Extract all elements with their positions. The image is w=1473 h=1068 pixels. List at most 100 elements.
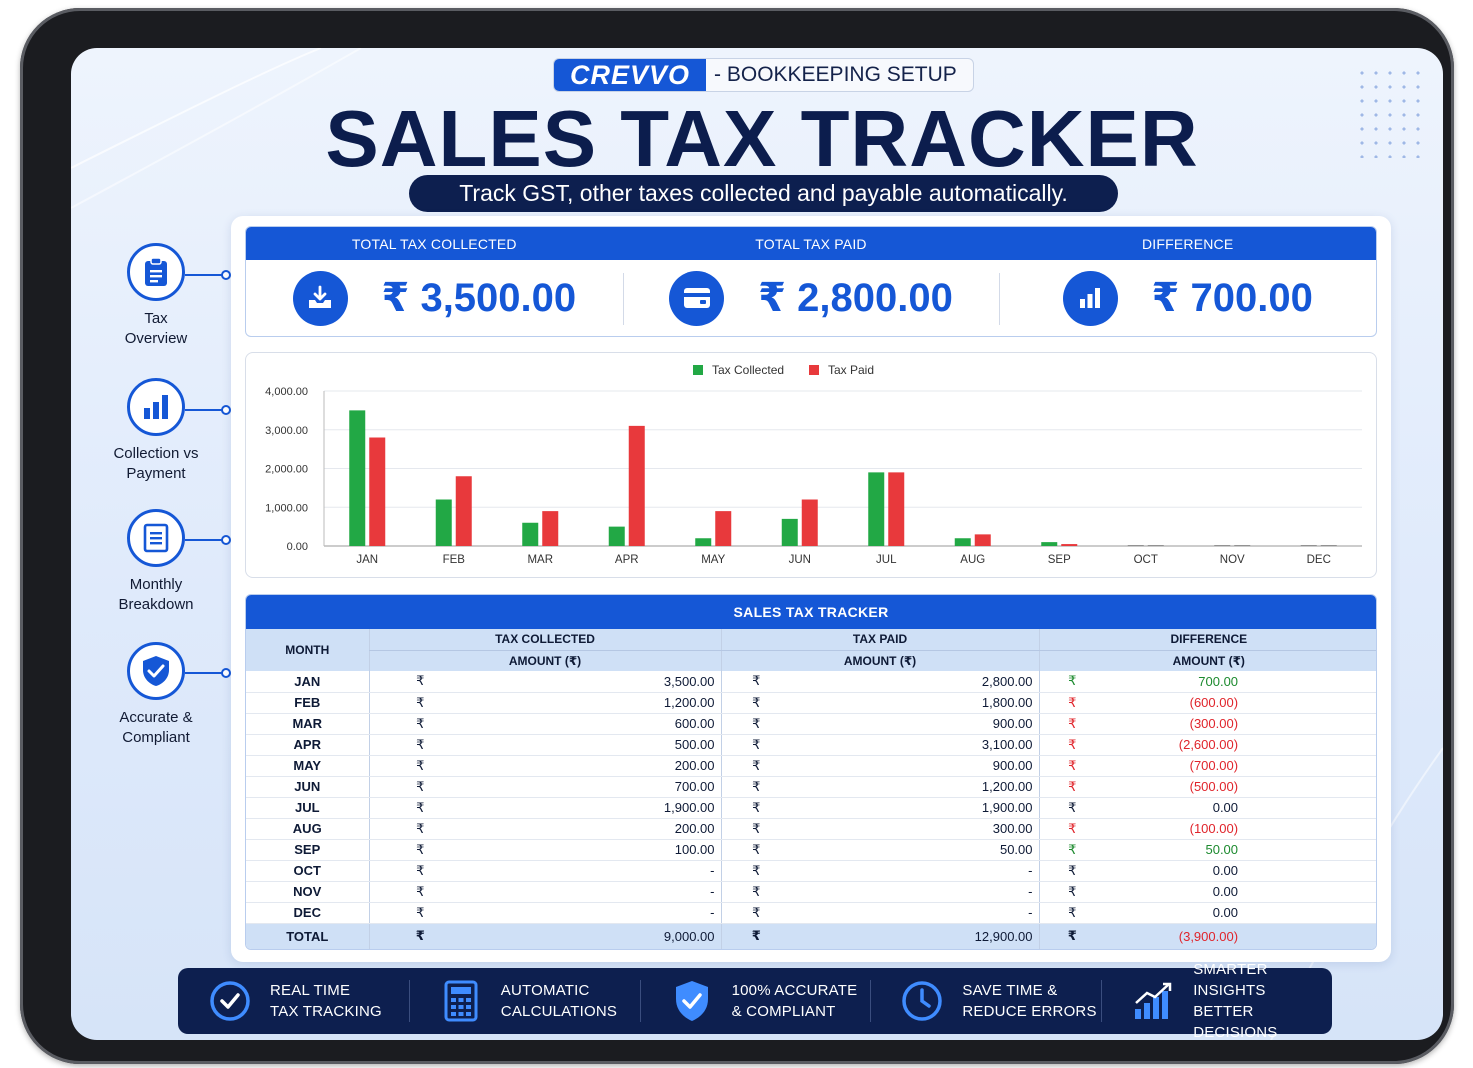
bar-tax-paid [542,511,559,546]
growth-chart-icon [1131,979,1175,1023]
kpi-difference: ₹ 700.00 [999,260,1376,336]
x-tick-label: OCT [1134,554,1158,566]
cell-currency: ₹ [720,902,791,924]
cell-difference: (2,600.00) [1105,734,1376,756]
table-row: DEC ₹ - ₹ - ₹0.00 [246,902,1376,924]
cell-currency: ₹ [1038,818,1106,840]
table-row: NOV ₹ - ₹ - ₹0.00 [246,881,1376,903]
side-feature-collection-vs-payment: Collection vs Payment [106,378,206,484]
header-month: MONTH [246,629,369,671]
cell-collected: 700.00 [471,776,721,798]
cell-paid: 900.00 [791,713,1040,735]
kpi-label-paid: TOTAL TAX PAID [755,235,867,252]
kpi-value-paid: ₹ 2,800.00 [758,276,953,320]
cell-currency: ₹ [720,776,791,798]
cell-month: SEP [246,839,369,861]
cell-difference: (700.00) [1105,755,1376,777]
cell-currency: ₹ [368,839,471,861]
side-feature-monthly-breakdown: Monthly Breakdown [106,509,206,615]
cell-collected: 3,500.00 [471,671,721,693]
cell-collected: - [471,902,721,924]
tax-table-grid: MONTH TAX COLLECTED TAX PAID DIFFERENCE … [246,629,1376,949]
bar-tax-collected [1214,545,1231,546]
cell-paid: 2,800.00 [791,671,1040,693]
feature-save-time: SAVE TIME & REDUCE ERRORS [870,968,1101,1034]
bar-tax-collected [435,499,452,546]
side-label-line2: Breakdown [118,596,194,613]
bar-tax-paid [1234,545,1251,546]
x-tick-label: MAR [527,554,553,566]
cell-paid: 1,200.00 [791,776,1040,798]
cell-difference: (500.00) [1105,776,1376,798]
cell-currency: ₹ [1038,860,1106,882]
cell-currency: ₹ [368,713,471,735]
side-feature-accurate-compliant: Accurate & Compliant [106,642,206,748]
legend-swatch [809,365,819,375]
cell-currency: ₹ [720,692,791,714]
x-tick-label: JUL [876,554,897,566]
bar-tax-paid [628,425,645,546]
table-row: JUN ₹700.00 ₹1,200.00 ₹ (500.00) [246,776,1376,798]
bar-tax-collected [954,538,971,546]
cell-difference: 0.00 [1105,797,1376,819]
cell-month: APR [246,734,369,756]
cell-currency: ₹ [368,902,471,924]
y-tick-label: 2,000.00 [265,464,308,476]
kpi-label-difference: DIFFERENCE [1141,235,1234,252]
cell-collected: - [471,881,721,903]
brand-logo: CREVVO [554,59,707,91]
connector-line [185,535,231,545]
cell-collected: 200.00 [471,818,721,840]
cell-currency: ₹ [368,671,471,693]
cell-currency: ₹ [720,671,791,693]
cell-paid: 1,900.00 [791,797,1040,819]
bar-tax-collected [1300,545,1317,546]
y-tick-label: 3,000.00 [265,425,308,437]
kpi-paid: ₹ 2,800.00 [622,260,1000,336]
side-label-line1: Tax [144,310,168,327]
cell-currency: ₹ [1038,713,1106,735]
table-title: SALES TAX TRACKER [246,595,1376,629]
cell-month: JAN [246,671,369,693]
connector-line [185,405,231,415]
cell-difference: (600.00) [1105,692,1376,714]
cell-currency: ₹ [1038,902,1106,924]
feature-line1: 100% ACCURATE [731,982,858,999]
x-tick-label: APR [615,554,639,566]
feature-insights: SMARTER INSIGHTS BETTER DECISIONS [1101,961,1332,1040]
x-tick-label: DEC [1307,554,1331,566]
cell-month: DEC [246,902,369,924]
bar-chart-svg: 4,000.00 3,000.00 2,000.00 1,000.00 0.00 JAN F… [265,363,1362,566]
cell-currency: ₹ [1038,839,1106,861]
tax-table: SALES TAX TRACKER MONTH TAX COLLECTED TA… [245,594,1377,950]
feature-line2: TAX TRACKING [270,1003,382,1020]
cell-collected: 1,200.00 [471,692,721,714]
table-row: FEB ₹1,200.00 ₹1,800.00 ₹ (600.00) [246,692,1376,714]
check-circle-icon [208,979,252,1023]
cell-collected: 200.00 [471,755,721,777]
cell-difference: (300.00) [1105,713,1376,735]
side-label-line1: Collection vs [113,445,199,462]
kpi-value-collected: ₹ 3,500.00 [381,276,577,320]
page-subtitle: Track GST, other taxes collected and pay… [409,175,1118,212]
legend-label: Tax Paid [828,363,874,377]
feature-line2: BETTER DECISIONS [1193,1003,1278,1040]
feature-line1: REAL TIME [270,982,351,999]
bar-tax-collected [608,526,625,546]
table-row: OCT ₹ - ₹ - ₹0.00 [246,860,1376,882]
x-tick-label: JUN [789,554,811,566]
feature-line2: REDUCE ERRORS [962,1003,1097,1020]
feature-line2: & COMPLIANT [731,1003,836,1020]
bar-tax-paid [888,472,905,546]
feature-accurate: 100% ACCURATE & COMPLIANT [639,968,871,1034]
download-tray-icon [292,270,348,326]
table-row: JAN ₹3,500.00 ₹2,800.00 ₹700.00 [246,671,1376,693]
document-icon [127,509,185,567]
cell-currency: ₹ [368,881,471,903]
cell-month: AUG [246,818,369,840]
cell-currency: ₹ [1038,671,1106,693]
cell-currency: ₹ [368,797,471,819]
clock-icon [900,979,944,1023]
tablet-frame: CREVVO - BOOKKEEPING SETUP SALES TAX TRA… [20,8,1454,1064]
dashboard-panel: TOTAL TAX COLLECTED TOTAL TAX PAID DIFFE… [231,216,1391,962]
